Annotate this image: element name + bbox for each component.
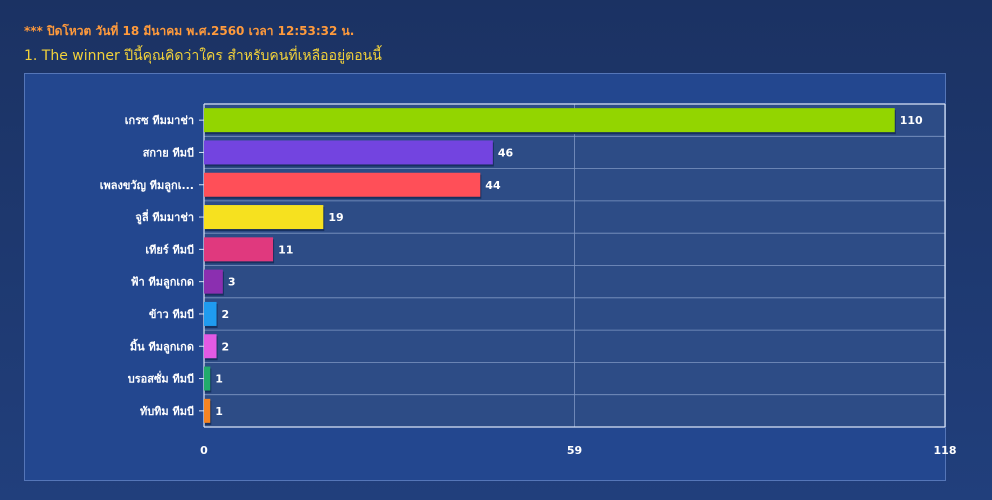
category-label: มิ้น ทีมลูกเกด <box>130 338 194 354</box>
bar <box>204 172 481 197</box>
value-label: 2 <box>222 308 230 321</box>
value-label: 11 <box>278 243 293 256</box>
category-label: ข้าว ทีมบี <box>149 308 194 321</box>
bar <box>204 334 217 359</box>
category-label: เกรซ ทีมมาช่า <box>125 114 194 127</box>
voting-closed-notice: *** ปิดโหวต วันที่ 18 มีนาคม พ.ศ.2560 เว… <box>24 24 355 38</box>
value-label: 110 <box>900 114 923 127</box>
bar <box>204 301 217 326</box>
value-label: 1 <box>215 405 223 418</box>
bar <box>204 269 223 294</box>
category-label: เทียร์ ทีมบี <box>145 243 194 256</box>
value-label: 1 <box>215 373 223 386</box>
bar <box>204 108 895 133</box>
category-label: สกาย ทีมบี <box>143 146 194 159</box>
category-label: จูลี่ ทีมมาช่า <box>135 209 194 225</box>
value-label: 3 <box>228 276 236 289</box>
x-tick-label: 118 <box>934 444 957 457</box>
bar <box>204 237 274 262</box>
value-label: 44 <box>485 179 501 192</box>
x-tick-label: 0 <box>200 444 208 457</box>
value-label: 2 <box>222 340 230 353</box>
bar <box>204 205 324 230</box>
category-label: เพลงขวัญ ทีมลูกเ... <box>100 179 194 193</box>
bar <box>204 140 493 165</box>
bar <box>204 398 211 423</box>
question-title: 1. The winner ปีนี้คุณคิดว่าใคร สำหรับคน… <box>24 48 382 64</box>
category-label: ทับทิม ทีมบี <box>140 405 194 418</box>
value-label: 19 <box>328 211 343 224</box>
value-label: 46 <box>498 146 514 159</box>
category-label: ฟ้า ทีมลูกเกด <box>131 276 194 290</box>
bar <box>204 366 211 391</box>
category-label: บรอสซั่ม ทีมบี <box>128 371 194 386</box>
x-tick-label: 59 <box>567 444 582 457</box>
